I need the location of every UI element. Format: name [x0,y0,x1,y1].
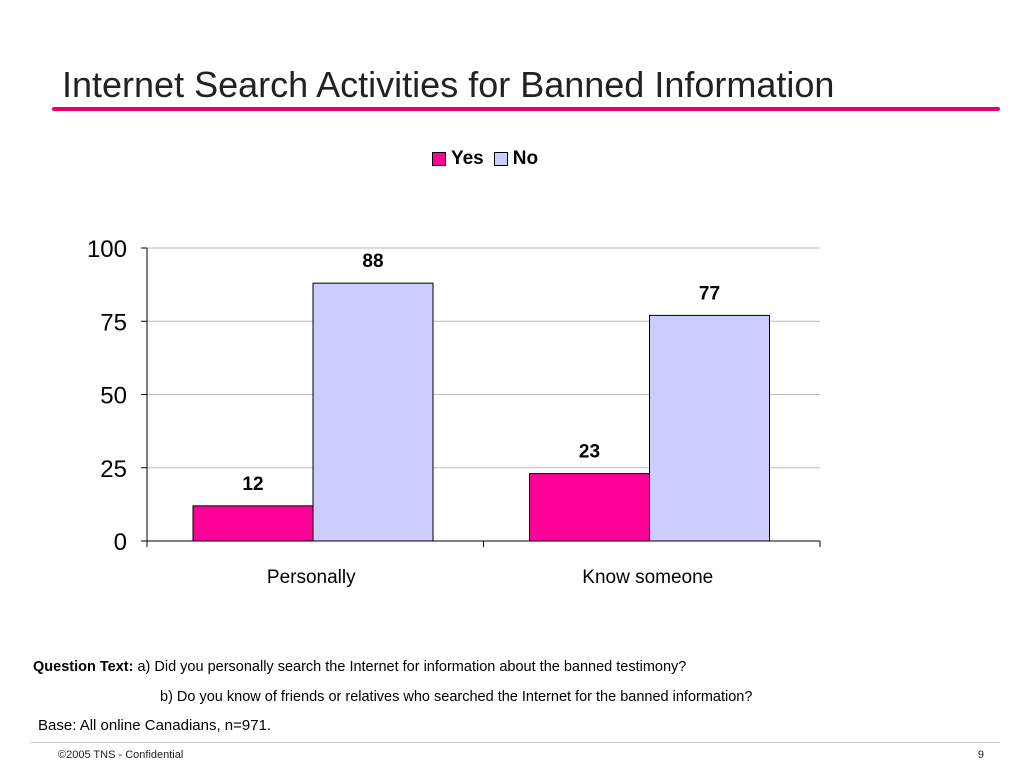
base-note: Base: All online Canadians, n=971. [38,717,272,734]
y-tick-label: 0 [114,529,127,556]
legend-swatch-yes [431,152,446,166]
legend-item-yes: Yes [431,148,484,170]
footer-divider [30,742,1000,743]
y-tick-label: 50 [100,383,127,410]
legend-label-no: No [512,148,539,169]
y-tick-label: 25 [100,456,127,483]
bar-yes-know-someone [529,473,650,542]
x-tick-label: Personally [267,567,356,588]
page-number: 9 [977,749,984,761]
slide-title: Internet Search Activities for Banned In… [62,64,835,105]
y-tick-label: 75 [100,309,127,336]
bar-yes-personally [192,505,314,542]
data-label: 12 [242,474,263,495]
question-text: Question Text: a) Did you personally sea… [33,659,686,675]
legend-item-no: No [493,148,539,170]
y-tick-label: 100 [87,236,127,263]
question-b: b) Do you know of friends or relatives w… [160,689,753,705]
data-label: 23 [579,442,600,463]
legend-label-yes: Yes [450,148,484,169]
bar-chart: 0 25 50 75 100 12 88 Personally 23 77 Know someone [87,236,821,588]
bar-no-know-someone [649,314,770,542]
title-underline [52,107,1000,111]
bar-no-personally [312,282,434,542]
data-label: 88 [362,251,383,272]
legend-swatch-no [493,152,508,166]
data-label: 77 [699,283,720,304]
chart-legend: Yes No [0,148,970,170]
footer-copyright: ©2005 TNS - Confidential [58,749,184,761]
question-label: Question Text: [33,659,134,675]
question-a: a) Did you personally search the Interne… [137,659,687,675]
x-tick-label: Know someone [582,567,713,588]
